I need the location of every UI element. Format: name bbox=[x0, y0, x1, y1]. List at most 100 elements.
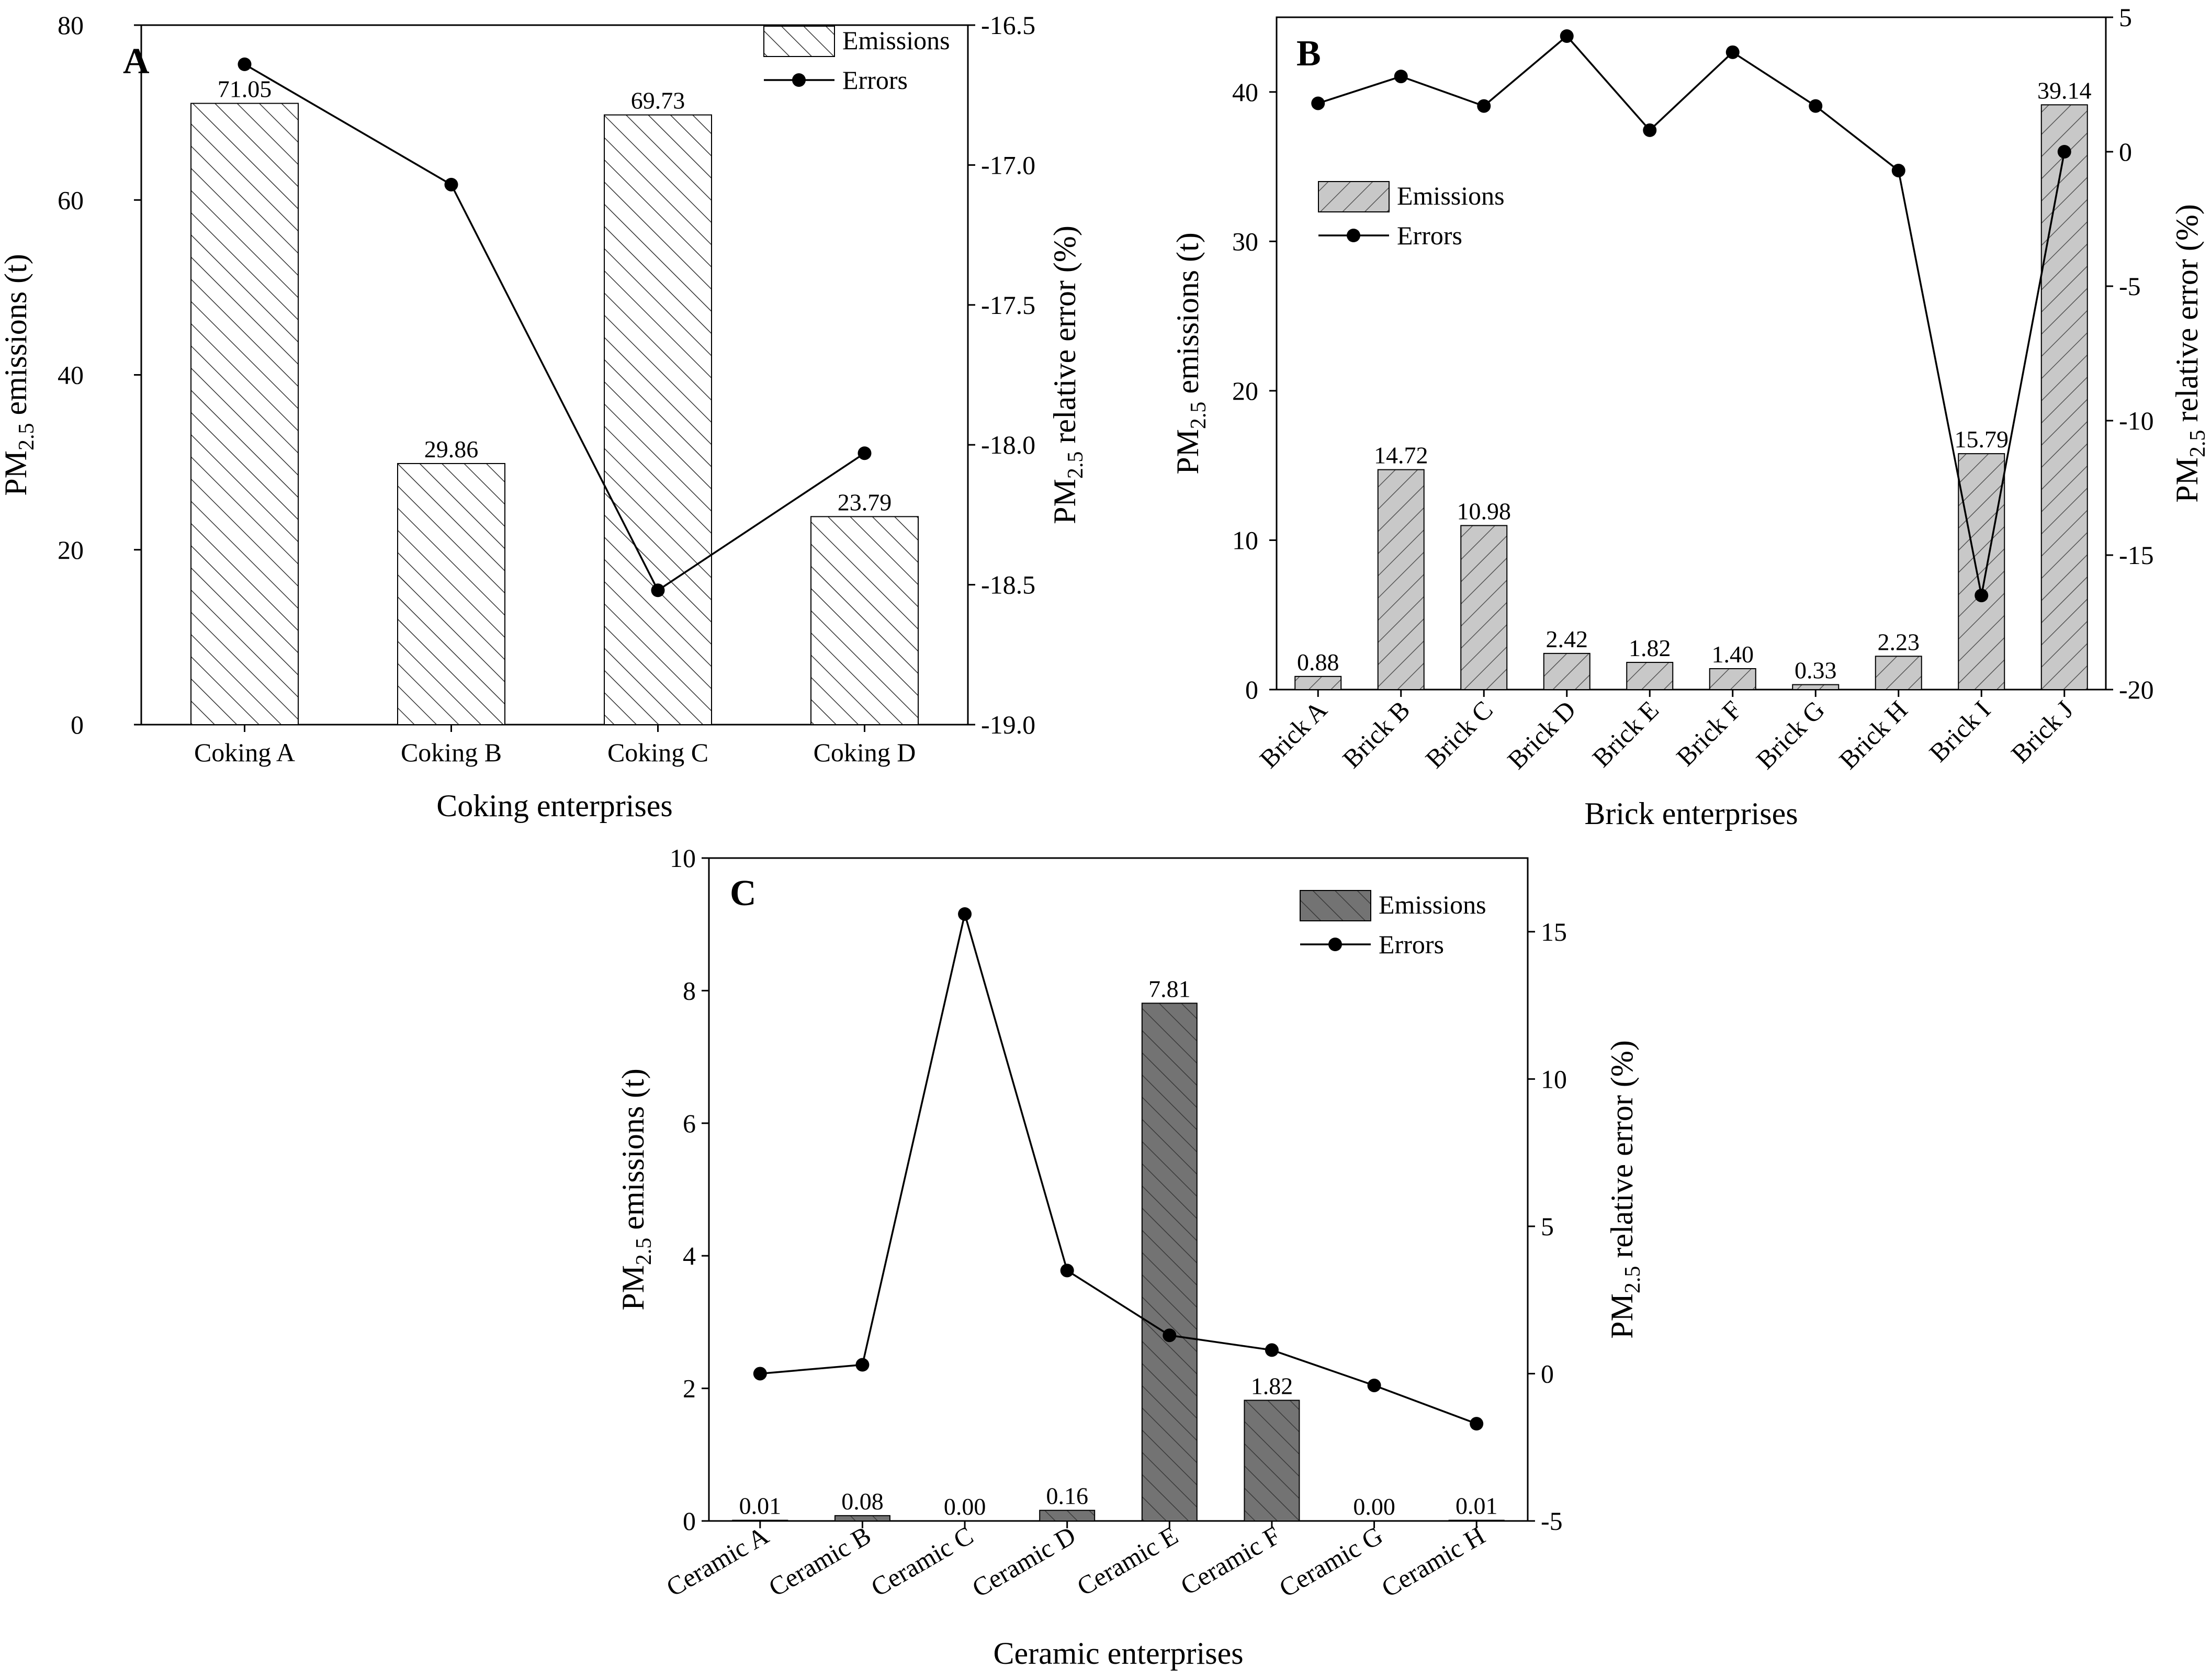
right-tick-label: -18.0 bbox=[981, 430, 1035, 459]
left-tick-label: 2 bbox=[683, 1374, 696, 1403]
bar-value-label: 14.72 bbox=[1374, 442, 1428, 469]
left-axis-title: PM2.5 emissions (t) bbox=[616, 1068, 656, 1311]
bar-value-label: 23.79 bbox=[838, 489, 892, 515]
legend-emissions-label: Emissions bbox=[1397, 181, 1505, 210]
left-tick-label: 30 bbox=[1232, 227, 1258, 256]
error-point bbox=[1725, 45, 1740, 59]
right-tick-label: -19.0 bbox=[981, 710, 1035, 739]
left-tick-label: 20 bbox=[58, 535, 84, 565]
x-tick-label: Ceramic F bbox=[1176, 1520, 1285, 1600]
x-tick-label: Brick A bbox=[1254, 695, 1333, 774]
error-point bbox=[1643, 123, 1657, 137]
left-tick-label: 40 bbox=[1232, 77, 1258, 107]
x-axis-title: Brick enterprises bbox=[1584, 796, 1798, 831]
left-tick-label: 6 bbox=[683, 1109, 696, 1138]
left-axis-title: PM2.5 emissions (t) bbox=[0, 254, 39, 496]
right-tick-label: -20 bbox=[2119, 675, 2154, 704]
error-point bbox=[2057, 145, 2071, 159]
x-tick-label: Coking A bbox=[194, 738, 295, 767]
bar-ceramic-b bbox=[834, 1515, 890, 1522]
right-tick-label: 0 bbox=[1541, 1359, 1554, 1388]
bar-value-label: 0.08 bbox=[841, 1488, 884, 1515]
error-point bbox=[444, 177, 458, 191]
x-tick-label: Brick F bbox=[1671, 695, 1747, 772]
bar-value-label: 2.23 bbox=[1878, 628, 1920, 655]
bar-value-label: 1.82 bbox=[1629, 635, 1671, 661]
right-tick-label: -17.0 bbox=[981, 150, 1035, 179]
panel-c: 0 2 4 6 8 10 -5 0 5 10 15 0.01 0.08 0.00 0.16 7.81 1.82 0… bbox=[616, 843, 1645, 1671]
left-tick-label: 80 bbox=[58, 10, 84, 40]
bar-value-label: 39.14 bbox=[2037, 77, 2092, 104]
bar-value-label: 0.01 bbox=[739, 1493, 782, 1519]
bar-value-label: 7.81 bbox=[1148, 975, 1191, 1002]
error-point bbox=[1891, 163, 1905, 177]
x-tick-label: Ceramic B bbox=[764, 1520, 876, 1602]
error-point bbox=[753, 1367, 767, 1381]
left-tick-label: 20 bbox=[1232, 376, 1258, 405]
x-tick-label: Coking D bbox=[814, 738, 916, 767]
x-tick-label: Brick E bbox=[1586, 695, 1664, 773]
right-tick-label: -10 bbox=[2119, 406, 2154, 435]
legend-emissions-label: Emissions bbox=[1379, 890, 1486, 919]
bar-value-label: 1.82 bbox=[1251, 1372, 1293, 1399]
bar-ceramic-h bbox=[1448, 1519, 1505, 1521]
left-tick-label: 60 bbox=[58, 185, 84, 215]
bar-coking-d bbox=[810, 516, 919, 725]
plot-frame bbox=[1276, 16, 2107, 691]
bar-value-label: 0.00 bbox=[944, 1493, 986, 1520]
bar-value-label: 1.40 bbox=[1712, 641, 1754, 668]
panel-b: 0 10 20 30 40 -20 -15 -10 -5 0 5 0.88 14.72 10.98 2.42… bbox=[1170, 3, 2210, 831]
legend-errors-marker bbox=[1347, 229, 1360, 242]
error-point bbox=[1470, 1417, 1484, 1431]
x-tick-label: Ceramic A bbox=[661, 1520, 773, 1602]
bar-brick-b bbox=[1377, 469, 1425, 690]
legend: Emissions Errors bbox=[1318, 181, 1505, 250]
error-point bbox=[1265, 1343, 1279, 1357]
error-point bbox=[238, 57, 252, 71]
bar-value-label: 10.98 bbox=[1457, 498, 1511, 524]
left-tick-label: 10 bbox=[1232, 525, 1258, 555]
legend: Emissions Errors bbox=[763, 26, 950, 95]
error-point bbox=[958, 907, 972, 921]
legend-errors-marker bbox=[1328, 938, 1342, 951]
panel-letter: B bbox=[1296, 33, 1321, 74]
left-tick-label: 4 bbox=[683, 1241, 696, 1270]
bar-brick-a bbox=[1294, 675, 1342, 690]
legend-emissions-swatch bbox=[1318, 181, 1390, 212]
right-tick-label: -5 bbox=[1541, 1506, 1563, 1536]
legend-emissions-swatch bbox=[763, 26, 835, 57]
error-point bbox=[1394, 70, 1408, 84]
bar-brick-c bbox=[1460, 525, 1508, 691]
left-tick-label: 0 bbox=[1245, 675, 1258, 704]
legend-errors-marker bbox=[792, 73, 806, 87]
legend-emissions-label: Emissions bbox=[842, 26, 950, 55]
x-tick-label: Brick I bbox=[1923, 695, 1996, 768]
error-point bbox=[858, 446, 872, 460]
left-tick-label: 0 bbox=[683, 1506, 696, 1536]
legend-errors-label: Errors bbox=[1379, 930, 1444, 959]
bar-value-label: 15.79 bbox=[1955, 426, 2009, 453]
right-tick-label: -5 bbox=[2119, 272, 2141, 301]
error-point bbox=[1809, 99, 1823, 113]
right-tick-label: 5 bbox=[2119, 3, 2132, 32]
panel-letter: C bbox=[730, 873, 757, 914]
bar-brick-e bbox=[1626, 662, 1674, 691]
errors-line bbox=[244, 63, 865, 592]
x-tick-label: Brick G bbox=[1751, 695, 1831, 775]
bar-value-label: 71.05 bbox=[218, 76, 272, 103]
left-axis-title: PM2.5 emissions (t) bbox=[1170, 232, 1211, 475]
right-axis-title: PM2.5 relative error (%) bbox=[1605, 1040, 1645, 1339]
right-tick-label: -16.5 bbox=[981, 10, 1035, 40]
bar-value-label: 0.16 bbox=[1046, 1483, 1088, 1509]
error-point bbox=[1367, 1378, 1381, 1392]
bar-coking-b bbox=[397, 463, 505, 725]
errors-line bbox=[760, 914, 1477, 1425]
right-tick-label: -15 bbox=[2119, 540, 2154, 570]
x-axis-title: Ceramic enterprises bbox=[993, 1636, 1243, 1671]
bar-ceramic-d bbox=[1039, 1509, 1096, 1522]
right-tick-label: -18.5 bbox=[981, 570, 1035, 600]
bar-value-label: 0.01 bbox=[1456, 1493, 1498, 1519]
plot-frame bbox=[708, 857, 1529, 1522]
error-point bbox=[1311, 96, 1325, 110]
